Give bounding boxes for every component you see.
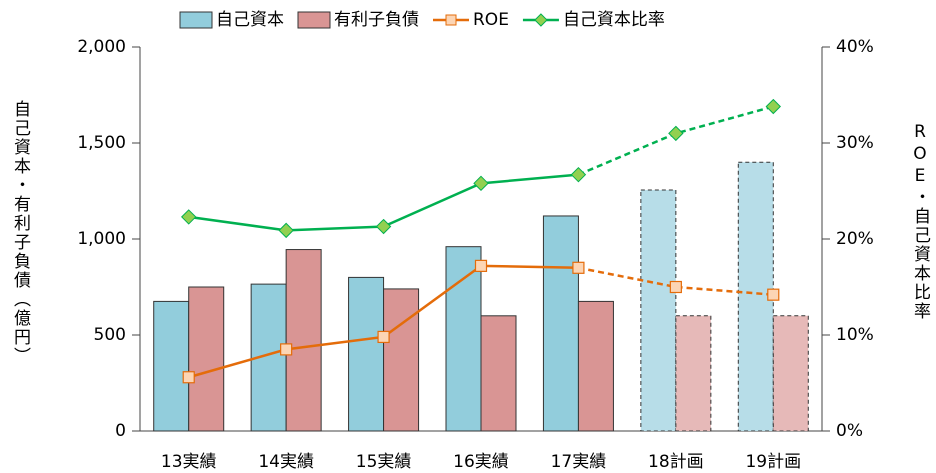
legend-marker [445, 14, 457, 26]
line-marker [474, 259, 488, 272]
y2-tick-label: 0% [836, 421, 863, 441]
y2-tick-label: 10% [836, 325, 874, 345]
legend-label: 自己資本 [216, 10, 284, 30]
legend-swatch [179, 11, 213, 29]
x-tick-label: 14実績 [258, 452, 314, 472]
bar [153, 300, 190, 432]
legend-label: 自己資本比率 [563, 10, 665, 30]
x-tick-label: 18計画 [648, 452, 704, 472]
bar [445, 246, 482, 432]
legend-swatch [297, 11, 331, 29]
line-marker [669, 280, 682, 294]
legend-label: 有利子負債 [334, 10, 419, 30]
legend-marker [534, 13, 548, 27]
line-marker [668, 125, 684, 142]
x-tick-label: 15実績 [356, 452, 412, 472]
y-tick-label: 2,000 [77, 37, 126, 57]
line-marker [572, 261, 585, 274]
line-marker [181, 209, 197, 225]
y2-tick-label: 30% [836, 133, 874, 153]
y-tick-label: 1,500 [77, 133, 126, 153]
line-series [578, 266, 774, 296]
y-axis-label: 自己資本・有利子負債（億円） [10, 100, 31, 366]
line-marker [278, 222, 294, 239]
y2-tick-label: 20% [836, 229, 874, 249]
bar [188, 286, 225, 432]
x-tick-label: 16実績 [453, 452, 509, 472]
line-marker [570, 166, 587, 183]
y2-axis-label: ROE・自己資本比率 [910, 122, 931, 321]
bar [348, 276, 385, 432]
bar [675, 315, 712, 432]
line-marker [375, 218, 392, 235]
legend-label: ROE [473, 10, 509, 30]
x-tick-label: 13実績 [161, 452, 217, 472]
x-tick-label: 17実績 [551, 452, 607, 472]
line-marker [765, 98, 781, 115]
bar [383, 288, 420, 432]
x-tick-label: 19計画 [745, 452, 801, 472]
line-marker [473, 175, 489, 192]
line-marker [377, 330, 390, 344]
bar [772, 315, 809, 432]
bar [285, 249, 322, 432]
bar [577, 300, 614, 432]
bar [640, 189, 677, 432]
line-marker [767, 288, 780, 301]
line-marker [280, 343, 293, 356]
y-tick-label: 1,000 [77, 229, 126, 249]
y-tick-label: 500 [94, 325, 126, 345]
bar [480, 315, 517, 432]
line-marker [182, 371, 195, 384]
y2-tick-label: 40% [836, 37, 874, 57]
bar [542, 215, 579, 432]
y-tick-label: 0 [115, 421, 126, 441]
